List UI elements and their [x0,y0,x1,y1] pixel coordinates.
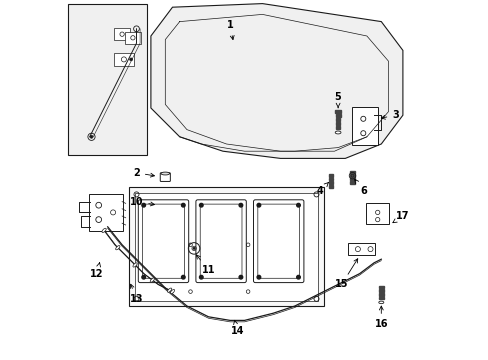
Text: 14: 14 [230,320,244,336]
Circle shape [296,275,300,279]
FancyBboxPatch shape [142,204,184,278]
Bar [335,126,339,129]
Ellipse shape [116,246,120,250]
Ellipse shape [335,131,340,134]
Text: 5: 5 [334,92,341,108]
FancyBboxPatch shape [160,173,170,181]
Text: 15: 15 [334,259,357,289]
Circle shape [181,275,185,279]
Bar [328,181,332,184]
FancyBboxPatch shape [347,243,374,255]
Bar [378,289,383,292]
FancyBboxPatch shape [351,107,378,145]
FancyBboxPatch shape [253,200,303,283]
Text: 6: 6 [354,179,366,196]
Text: 1: 1 [226,20,234,40]
Bar [335,114,340,117]
Bar [378,293,383,296]
Bar [378,297,383,299]
Circle shape [239,203,242,207]
FancyBboxPatch shape [196,200,246,283]
Circle shape [142,275,145,279]
Bar [349,174,354,177]
Text: 16: 16 [374,306,387,329]
Circle shape [129,58,132,61]
Polygon shape [151,4,402,158]
Text: 2: 2 [133,168,154,178]
Bar [335,118,340,121]
Ellipse shape [150,278,154,282]
Text: 13: 13 [129,284,143,304]
Circle shape [296,203,300,207]
Circle shape [257,275,260,279]
Ellipse shape [170,289,174,294]
FancyBboxPatch shape [138,200,188,283]
Bar [378,286,383,288]
Bar [349,181,354,184]
Bar [335,110,340,113]
Polygon shape [129,187,323,306]
Text: 9: 9 [82,53,107,63]
Circle shape [239,275,242,279]
FancyBboxPatch shape [68,4,147,155]
Polygon shape [134,193,318,301]
Circle shape [142,203,145,207]
Bar [328,178,332,180]
Text: 4: 4 [316,183,328,196]
Bar [335,122,340,125]
Ellipse shape [133,263,137,267]
FancyBboxPatch shape [89,194,122,231]
Text: 10: 10 [129,197,154,207]
FancyBboxPatch shape [200,204,242,278]
Circle shape [193,248,194,249]
FancyBboxPatch shape [114,28,130,40]
FancyBboxPatch shape [114,53,133,66]
Bar [328,174,332,177]
Ellipse shape [378,301,383,304]
Ellipse shape [167,288,171,292]
Text: 17: 17 [392,211,409,223]
Bar [349,178,354,180]
Bar [349,171,354,173]
Bar [328,185,332,188]
Text: 7: 7 [72,85,86,95]
Text: 11: 11 [196,255,215,275]
Text: 3: 3 [381,110,398,120]
FancyBboxPatch shape [257,204,299,278]
Circle shape [199,203,203,207]
Text: 8: 8 [82,27,107,37]
Circle shape [181,203,185,207]
Circle shape [199,275,203,279]
FancyBboxPatch shape [125,32,141,44]
Circle shape [90,135,93,138]
Ellipse shape [102,228,106,233]
Text: 12: 12 [90,263,103,279]
Circle shape [257,203,260,207]
Ellipse shape [161,172,169,175]
FancyBboxPatch shape [366,203,388,224]
